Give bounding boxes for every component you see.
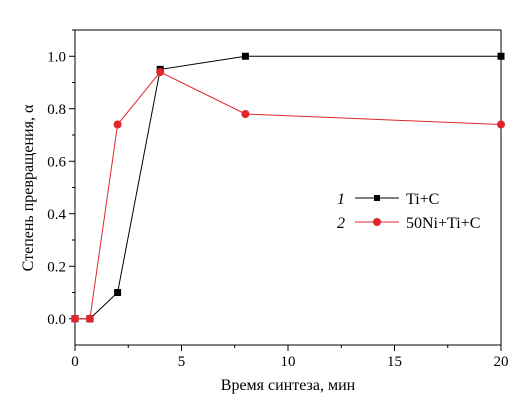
legend-number-2: 2 — [337, 215, 345, 232]
legend-marker-1 — [374, 195, 380, 201]
legend: 1 Ti+C 2 50Ni+Ti+C — [337, 191, 480, 232]
series-1-point — [497, 52, 505, 60]
x-tick-label: 0 — [71, 354, 79, 370]
y-tick-label: 0.4 — [47, 207, 66, 223]
series-group — [71, 52, 505, 323]
series-2-point — [156, 68, 165, 76]
axis-ticks: 0 5 10 15 20 0.0 0.2 0.4 0.6 0.8 1.0 — [47, 29, 509, 370]
series-1-point — [241, 52, 249, 60]
series-2-point — [241, 110, 250, 118]
y-axis-title: Степень превращения, α — [20, 104, 37, 271]
legend-label-1: Ti+C — [406, 191, 439, 208]
x-tick-label: 10 — [281, 354, 296, 370]
x-tick-label: 5 — [178, 354, 186, 370]
plot-frame — [74, 29, 502, 346]
series-2-point — [497, 120, 505, 129]
y-tick-label: 0.0 — [47, 312, 66, 328]
y-tick-label: 0.6 — [47, 154, 66, 170]
x-tick-label: 20 — [494, 354, 509, 370]
y-tick-label: 0.2 — [47, 259, 66, 275]
series-1-point — [114, 289, 122, 296]
legend-entry-1: 1 Ti+C — [337, 191, 439, 208]
series-2-point — [85, 314, 94, 323]
x-tick-label: 15 — [387, 354, 402, 370]
y-tick-label: 1.0 — [47, 49, 66, 65]
legend-number-1: 1 — [337, 191, 345, 208]
series-2-point — [71, 314, 79, 323]
legend-label-2: 50Ni+Ti+C — [406, 215, 480, 232]
x-axis-title: Время синтеза, мин — [221, 377, 356, 394]
legend-marker-2 — [373, 218, 381, 226]
legend-entry-2: 2 50Ni+Ti+C — [337, 215, 480, 232]
series-2-point — [113, 120, 122, 129]
series-1-line — [75, 55, 501, 320]
y-tick-label: 0.8 — [47, 102, 66, 118]
